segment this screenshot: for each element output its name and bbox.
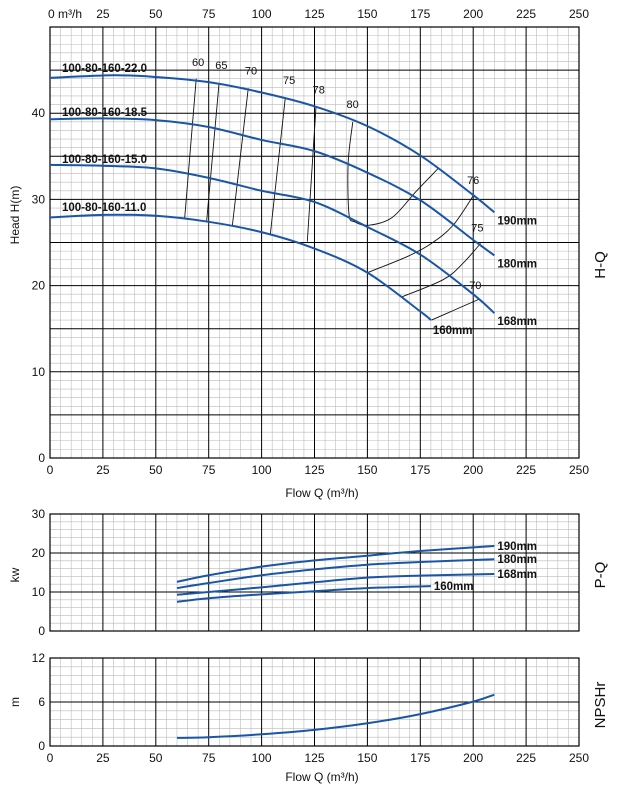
pq-curve-180mm — [176, 558, 495, 590]
hq-top-xtick-label: 0 m³/h — [48, 7, 82, 21]
hq-xtick-label: 0 — [47, 463, 54, 477]
model-label-15: 100-80-160-15.0 — [62, 154, 147, 166]
hq-xtick-label: 75 — [202, 463, 216, 477]
hq-top-xtick-label: 225 — [516, 7, 536, 21]
efficiency-label: 70 — [245, 65, 257, 77]
efficiency-label: 60 — [192, 57, 204, 69]
efficiency-line-75 — [269, 97, 286, 235]
hq-ytick-label: 10 — [32, 365, 46, 379]
hq-top-xtick-label: 50 — [149, 7, 163, 21]
hq-xtick-label: 125 — [304, 463, 324, 477]
efficiency-line-60 — [184, 78, 197, 220]
pq-diameter-label: 190mm — [497, 541, 537, 553]
pq-plot-frame — [49, 513, 580, 632]
npsh-xtick-label: 225 — [516, 751, 536, 765]
pq-curve-190mm — [176, 544, 495, 583]
pq-ytick-label: 10 — [32, 585, 46, 599]
hq-xtick-label: 150 — [357, 463, 377, 477]
npsh-xtick-label: 125 — [304, 751, 324, 765]
hq-ytick-label: 40 — [32, 106, 46, 120]
hq-xtick-label: 225 — [516, 463, 536, 477]
npsh-curve — [176, 693, 495, 739]
npsh-ylabel: m — [8, 697, 22, 707]
efficiency-label: 65 — [215, 60, 227, 72]
pq-diameter-label: 168mm — [497, 569, 537, 581]
hq-ytick-label: 30 — [32, 192, 46, 206]
npsh-xtick-label: 200 — [463, 751, 483, 765]
hq-panel: 0 10 20 30 40 0 25 50 75 100 125 150 175 200 225 250 0 m… — [32, 7, 590, 477]
npsh-ytick-label: 6 — [38, 695, 45, 709]
efficiency-label: 78 — [313, 84, 325, 96]
npsh-xtick-label: 75 — [202, 751, 216, 765]
efficiency-line-78 — [306, 107, 317, 242]
efficiency-line-70 — [231, 88, 249, 226]
hq-diameter-label: 168mm — [497, 316, 537, 328]
efficiency-label: 75 — [471, 222, 483, 234]
hq-top-xtick-label: 200 — [463, 7, 483, 21]
npsh-xtick-label: 175 — [410, 751, 430, 765]
hq-diameter-label: 180mm — [497, 258, 537, 270]
hq-ylabel: Head H(m) — [8, 186, 22, 245]
hq-top-xtick-label: 75 — [202, 7, 216, 21]
hq-xtick-label: 25 — [96, 463, 110, 477]
efficiency-label: 70 — [469, 280, 481, 292]
model-label-22: 100-80-160-22.0 — [62, 63, 147, 75]
hq-ytick-label: 20 — [32, 279, 46, 293]
npsh-panel-label: NPSHr — [592, 682, 609, 729]
hq-diameter-label: 160mm — [433, 325, 473, 337]
hq-top-xtick-label: 125 — [304, 7, 324, 21]
efficiency-label: 75 — [283, 75, 295, 87]
hq-top-xtick-label: 100 — [252, 7, 272, 21]
efficiency-label: 80 — [346, 99, 358, 111]
npsh-xtick-label: 100 — [252, 751, 272, 765]
hq-top-xtick-label: 250 — [569, 7, 589, 21]
efficiency-line-65 — [206, 82, 220, 222]
efficiency-line-76 — [367, 194, 474, 274]
hq-curve-190mm — [49, 74, 495, 214]
pq-ylabel: kw — [8, 567, 22, 582]
hq-top-xtick-label: 175 — [410, 7, 430, 21]
hq-curve-160mm — [49, 213, 432, 321]
hq-ytick-label: 0 — [38, 451, 45, 465]
npsh-xtick-label: 25 — [96, 751, 110, 765]
hq-curve-168mm — [49, 163, 496, 314]
npsh-xtick-label: 150 — [357, 751, 377, 765]
npsh-ytick-label: 0 — [38, 739, 45, 753]
npsh-xlabel: Flow Q (m³/h) — [285, 770, 358, 784]
pq-curve-160mm — [176, 585, 431, 603]
hq-diameter-label: 190mm — [497, 215, 537, 227]
hq-xlabel: Flow Q (m³/h) — [285, 486, 358, 500]
efficiency-label: 76 — [467, 175, 479, 187]
pq-curve-168mm — [176, 573, 495, 596]
pq-diameter-label: 160mm — [434, 581, 474, 593]
npsh-ytick-label: 12 — [32, 651, 46, 665]
hq-xtick-label: 200 — [463, 463, 483, 477]
npsh-xtick-label: 0 — [47, 751, 54, 765]
hq-xtick-label: 250 — [569, 463, 589, 477]
npsh-xtick-label: 50 — [149, 751, 163, 765]
hq-panel-label: H-Q — [592, 251, 609, 279]
hq-plot-frame — [49, 26, 580, 459]
npsh-xtick-label: 250 — [569, 751, 589, 765]
hq-top-xtick-label: 150 — [357, 7, 377, 21]
hq-xtick-label: 100 — [252, 463, 272, 477]
npsh-plot-frame — [49, 657, 580, 747]
model-label-18-5: 100-80-160-18.5 — [62, 107, 148, 119]
hq-curve-180mm — [49, 117, 495, 257]
hq-top-xtick-label: 25 — [96, 7, 110, 21]
hq-xtick-label: 50 — [149, 463, 163, 477]
pq-panel-label: P-Q — [592, 562, 609, 589]
efficiency-line-70 — [431, 298, 479, 321]
pq-ytick-label: 20 — [32, 546, 46, 560]
efficiency-line-75 — [401, 243, 481, 298]
pq-ytick-label: 30 — [32, 507, 46, 521]
hq-xtick-label: 175 — [410, 463, 430, 477]
pq-diameter-label: 180mm — [497, 554, 537, 566]
model-label-11: 100-80-160-11.0 — [62, 202, 146, 214]
pq-ytick-label: 0 — [38, 624, 45, 638]
npsh-panel: 0 6 12 0 25 50 75 100 125 150 175 200 225 250 — [32, 651, 590, 765]
